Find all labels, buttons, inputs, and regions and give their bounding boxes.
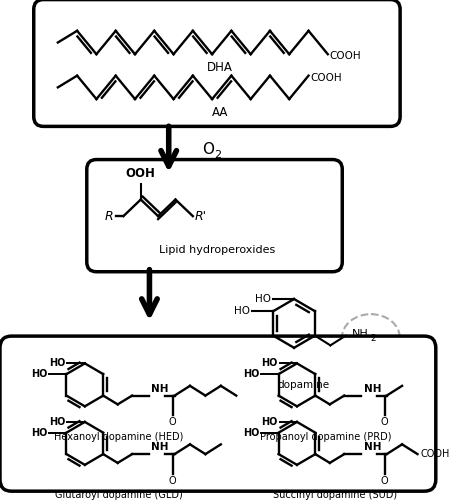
Text: HO: HO xyxy=(243,369,259,379)
Text: NH: NH xyxy=(151,384,169,394)
FancyBboxPatch shape xyxy=(0,336,436,491)
Text: O: O xyxy=(381,417,389,427)
FancyBboxPatch shape xyxy=(34,0,400,126)
Text: O: O xyxy=(381,476,389,486)
Text: NH: NH xyxy=(352,328,368,338)
Text: O: O xyxy=(169,476,177,486)
Text: dopamine: dopamine xyxy=(278,380,330,390)
Text: HO: HO xyxy=(261,358,278,368)
Text: 2: 2 xyxy=(214,150,221,160)
Text: COOH: COOH xyxy=(330,51,361,61)
Text: NH: NH xyxy=(364,384,381,394)
Text: R: R xyxy=(105,210,114,222)
Text: HO: HO xyxy=(49,417,66,427)
Text: HO: HO xyxy=(31,369,47,379)
Text: Propanoyl dopamine (PRD): Propanoyl dopamine (PRD) xyxy=(260,432,392,442)
Text: COOH: COOH xyxy=(420,449,450,459)
Text: HO: HO xyxy=(243,428,259,438)
Text: HO: HO xyxy=(49,358,66,368)
Text: COOH: COOH xyxy=(310,72,342,83)
Text: Glutaroyl dopamine (GLD): Glutaroyl dopamine (GLD) xyxy=(55,490,183,500)
Text: HO: HO xyxy=(255,294,271,304)
Text: O: O xyxy=(169,417,177,427)
Text: R': R' xyxy=(195,210,207,222)
Text: AA: AA xyxy=(212,106,228,119)
Text: HO: HO xyxy=(31,428,47,438)
Text: HO: HO xyxy=(261,417,278,427)
Text: HO: HO xyxy=(234,306,250,316)
Text: Lipid hydroperoxides: Lipid hydroperoxides xyxy=(159,246,275,256)
Text: NH: NH xyxy=(151,442,169,452)
Text: OOH: OOH xyxy=(126,167,156,180)
Text: DHA: DHA xyxy=(207,62,233,74)
Text: Hexanoyl dopamine (HED): Hexanoyl dopamine (HED) xyxy=(54,432,183,442)
Text: NH: NH xyxy=(364,442,381,452)
FancyBboxPatch shape xyxy=(87,160,342,272)
Text: 2: 2 xyxy=(370,334,376,343)
Text: Succinyl dopamine (SUD): Succinyl dopamine (SUD) xyxy=(274,490,398,500)
Text: O: O xyxy=(202,142,214,158)
